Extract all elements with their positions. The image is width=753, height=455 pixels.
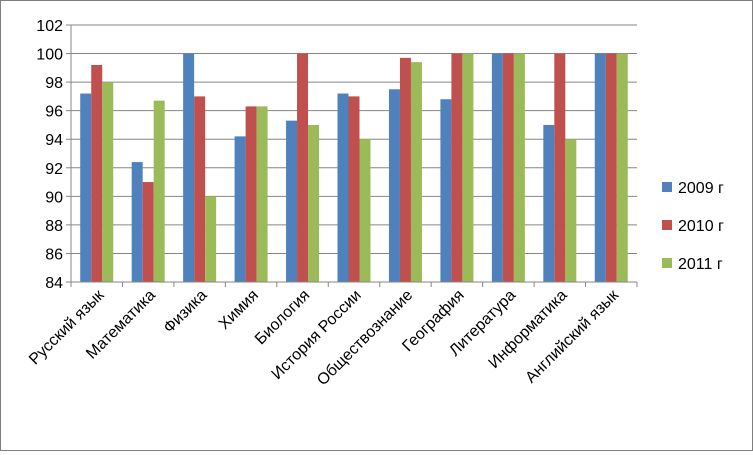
bar	[513, 53, 525, 282]
bar	[308, 124, 320, 282]
bar	[616, 53, 628, 282]
bar	[153, 100, 165, 282]
y-tick-label: 92	[45, 161, 63, 178]
bar	[131, 162, 143, 282]
bar	[440, 99, 452, 282]
bar	[502, 53, 514, 282]
bar	[245, 106, 257, 282]
legend-label: 2010 г	[678, 218, 724, 235]
bar	[183, 53, 195, 282]
legend-label: 2009 г	[678, 180, 724, 197]
y-tick-label: 98	[45, 75, 63, 92]
y-tick-label: 86	[45, 246, 63, 263]
x-tick-label: Физика	[161, 287, 211, 337]
bar	[205, 196, 217, 282]
y-tick-label: 84	[45, 275, 63, 292]
legend: 2009 г 2010 г 2011 г	[662, 180, 724, 273]
bar	[388, 89, 400, 282]
y-axis-ticks: 84 86 88 90 92 94 96 98 100 102	[36, 18, 71, 292]
bar	[256, 106, 268, 282]
y-tick-label: 94	[45, 132, 63, 149]
legend-swatch	[662, 182, 672, 192]
bar	[194, 96, 206, 282]
y-tick-label: 102	[36, 18, 63, 35]
bar	[142, 182, 154, 282]
x-tick-label: История России	[268, 287, 364, 383]
bar	[451, 53, 463, 282]
x-tick-label: Английский язык	[522, 286, 622, 386]
bar	[410, 62, 422, 282]
legend-swatch	[662, 220, 672, 230]
bar	[605, 53, 617, 282]
bar	[565, 139, 577, 282]
bar	[102, 82, 114, 282]
bar	[348, 96, 360, 282]
bar	[491, 53, 503, 282]
bar	[399, 57, 411, 282]
x-tick-label: Химия	[216, 287, 262, 333]
bar	[297, 53, 309, 282]
legend-label: 2011 г	[678, 256, 723, 273]
x-tick-label: Обществознание	[314, 287, 416, 389]
bar	[286, 120, 298, 283]
bar	[594, 53, 606, 282]
bar	[337, 93, 349, 283]
bar	[462, 53, 474, 282]
y-tick-label: 96	[45, 104, 63, 121]
y-tick-label: 90	[45, 189, 63, 206]
bar	[359, 139, 371, 282]
bar	[543, 124, 555, 282]
bar	[554, 53, 566, 282]
y-tick-label: 100	[36, 47, 63, 64]
legend-swatch	[662, 258, 672, 268]
bar	[91, 64, 103, 282]
bar	[80, 93, 92, 283]
bar	[234, 136, 246, 282]
y-tick-label: 88	[45, 218, 63, 235]
axes	[70, 25, 638, 287]
bars	[80, 53, 628, 283]
